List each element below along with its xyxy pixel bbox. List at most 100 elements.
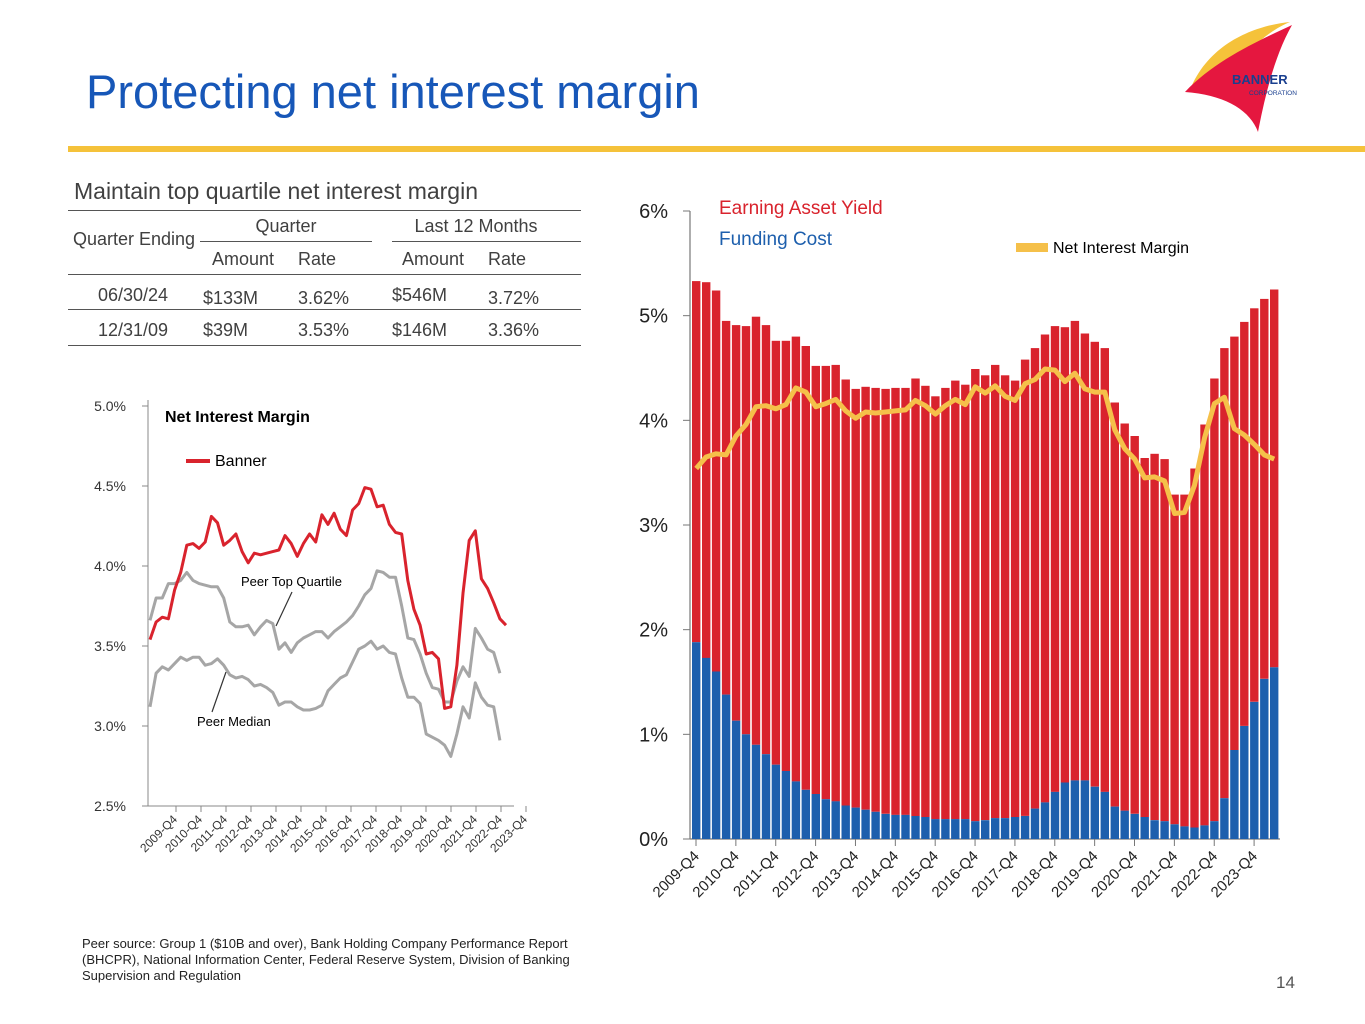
line-series-banner: [148, 486, 508, 710]
bar-earning-asset-yield: [1140, 458, 1149, 817]
legend-net-interest-margin: Net Interest Margin: [1053, 240, 1189, 257]
bar-earning-asset-yield: [931, 396, 940, 820]
bar-funding-cost: [711, 671, 721, 839]
bar-funding-cost: [851, 807, 860, 839]
row2-ltm-rate: 3.36%: [488, 320, 540, 340]
bar-funding-cost: [1020, 816, 1030, 839]
bar-earning-asset-yield: [1030, 348, 1040, 809]
bar-funding-cost: [761, 754, 771, 839]
bar-earning-asset-yield: [1000, 375, 1010, 818]
annotation-peer-median: Peer Median: [197, 714, 271, 729]
bar-funding-cost: [1100, 791, 1109, 839]
row-rule: [68, 309, 581, 310]
bar-earning-asset-yield: [801, 346, 810, 790]
bar-earning-asset-yield: [941, 387, 950, 820]
bar-funding-cost: [791, 781, 801, 839]
bar-funding-cost: [1060, 782, 1070, 839]
bar-earning-asset-yield: [891, 387, 900, 815]
row1-ending: 06/30/24: [97, 285, 169, 305]
annotation-median-leader: [211, 671, 227, 713]
bar-earning-asset-yield: [1090, 341, 1099, 787]
line-series-peer-median: [148, 639, 502, 758]
bar-funding-cost: [811, 794, 820, 839]
bar-y-tick-label: 4%: [639, 410, 668, 432]
bar-funding-cost: [1230, 750, 1239, 839]
bar-funding-cost: [1160, 821, 1169, 839]
bar-funding-cost: [1150, 820, 1159, 839]
bar-funding-cost: [991, 818, 1000, 839]
col-quarter-ending: Quarter Ending: [72, 229, 196, 249]
table-subtitle: Maintain top quartile net interest margi…: [74, 178, 478, 204]
line-y-tick-label: 4.5%: [94, 478, 126, 494]
bar-earning-asset-yield: [1010, 380, 1020, 818]
bar-earning-asset-yield: [1240, 321, 1249, 726]
line-chart-title: Net Interest Margin: [165, 409, 310, 426]
bar-earning-asset-yield: [1270, 289, 1279, 668]
quarter-group-rule: [200, 241, 372, 242]
legend-funding-cost: Funding Cost: [719, 229, 833, 250]
bar-earning-asset-yield: [1230, 336, 1239, 750]
bar-earning-asset-yield: [971, 369, 980, 822]
bar-funding-cost: [1130, 813, 1139, 839]
col-q-rate: Rate: [298, 249, 337, 269]
bar-earning-asset-yield: [771, 340, 781, 765]
bar-funding-cost: [1040, 802, 1050, 839]
bar-earning-asset-yield: [901, 387, 910, 815]
bar-funding-cost: [741, 734, 751, 839]
bar-earning-asset-yield: [991, 364, 1000, 819]
bar-funding-cost: [1180, 826, 1189, 839]
legend-banner-label: Banner: [215, 453, 267, 470]
bar-earning-asset-yield: [811, 365, 820, 794]
row1-q-rate: 3.62%: [298, 288, 350, 308]
row2-ltm-amount: $146M: [392, 320, 448, 340]
legend-nim-swatch: [1016, 243, 1048, 252]
bar-earning-asset-yield: [1120, 423, 1129, 811]
line-y-tick-label: 4.0%: [94, 558, 126, 574]
table-bottom-rule: [68, 345, 581, 346]
bar-funding-cost: [951, 819, 960, 839]
bar-y-tick-label: 6%: [639, 201, 668, 223]
bar-earning-asset-yield: [1130, 436, 1139, 814]
bar-funding-cost: [1050, 791, 1060, 839]
bar-funding-cost: [921, 817, 930, 839]
bar-earning-asset-yield: [1260, 298, 1269, 679]
row1-ltm-rate: 3.72%: [488, 288, 540, 308]
col-quarter: Quarter: [255, 216, 317, 236]
bar-earning-asset-yield: [741, 326, 751, 735]
bar-earning-asset-yield: [711, 290, 721, 672]
bar-funding-cost: [1260, 678, 1269, 839]
bar-earning-asset-yield: [781, 340, 791, 771]
bar-earning-asset-yield: [861, 386, 870, 810]
bar-funding-cost: [1110, 806, 1119, 839]
col-q-amount: Amount: [212, 249, 275, 269]
bar-funding-cost: [692, 642, 701, 839]
bar-earning-asset-yield: [1190, 468, 1199, 828]
bar-funding-cost: [731, 720, 741, 839]
bar-funding-cost: [801, 789, 810, 839]
bar-earning-asset-yield: [1160, 459, 1169, 822]
logo-subtext: CORPORATION: [1249, 90, 1297, 97]
bar-funding-cost: [1250, 701, 1259, 839]
bar-earning-asset-yield: [1100, 348, 1109, 792]
footnote: Peer source: Group 1 ($10B and over), Ba…: [82, 936, 570, 983]
col-ltm-rate: Rate: [488, 249, 527, 269]
bar-y-tick-label: 3%: [639, 515, 668, 537]
bar-earning-asset-yield: [1060, 327, 1070, 783]
bar-funding-cost: [821, 799, 830, 839]
bar-funding-cost: [721, 694, 731, 839]
row2-q-rate: 3.53%: [298, 320, 350, 340]
bar-funding-cost: [871, 811, 880, 839]
bar-earning-asset-yield: [1070, 320, 1080, 781]
bar-funding-cost: [1270, 667, 1279, 839]
bar-earning-asset-yield: [761, 325, 771, 755]
bar-y-tick-label: 5%: [639, 306, 668, 328]
row1-ltm-amount: $546M: [392, 285, 448, 305]
line-y-tick-label: 2.5%: [94, 798, 126, 814]
bar-funding-cost: [1080, 780, 1090, 839]
bar-funding-cost: [1030, 808, 1040, 839]
bar-funding-cost: [1070, 780, 1080, 839]
line-y-tick-label: 5.0%: [94, 398, 126, 414]
row1-q-amount: $133M: [203, 288, 259, 308]
bar-earning-asset-yield: [961, 384, 970, 820]
bar-earning-asset-yield: [751, 316, 761, 745]
